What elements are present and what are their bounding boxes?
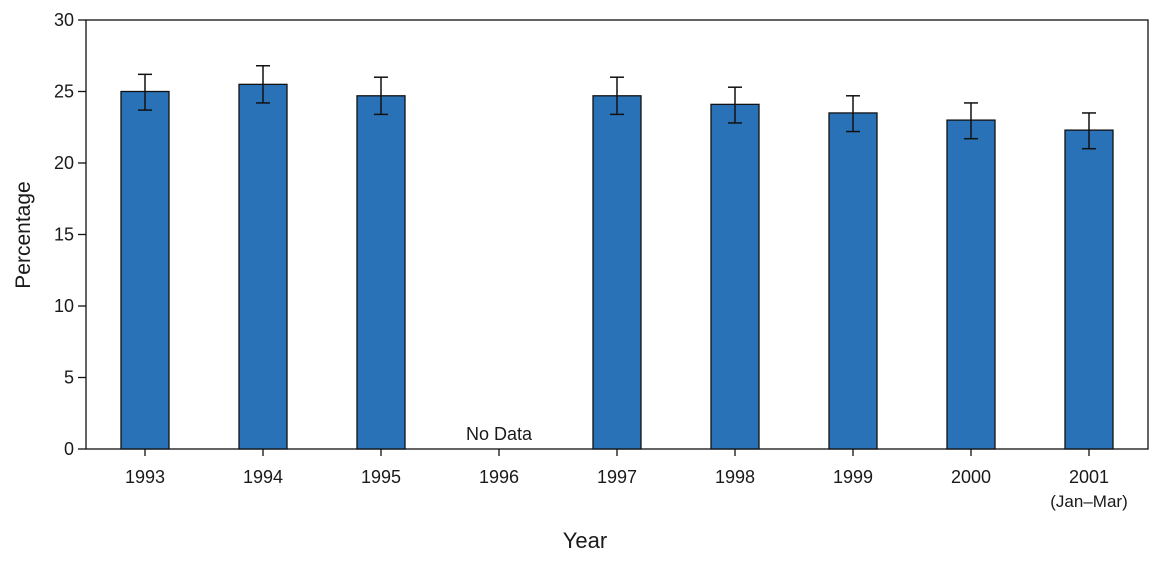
error-bars: [138, 65, 1096, 150]
x-tick-label: 1996: [479, 467, 519, 487]
bar-2000: [946, 119, 996, 450]
bar-1995: [356, 95, 406, 450]
x-tick-label: 1995: [361, 467, 401, 487]
x-tick-label: 1993: [125, 467, 165, 487]
x-tick-label: 1998: [715, 467, 755, 487]
bar-1999: [828, 112, 878, 450]
x-tick-label: 2001: [1069, 467, 1109, 487]
y-tick-label: 10: [54, 296, 74, 316]
x-tick-label: 1997: [597, 467, 637, 487]
y-tick-label: 30: [54, 10, 74, 30]
y-tick-label: 0: [64, 439, 74, 459]
x-tick-sublabel: (Jan–Mar): [1050, 492, 1127, 511]
bar-1997: [592, 95, 642, 450]
y-axis-label: Percentage: [12, 181, 35, 288]
x-axis-label: Year: [563, 528, 607, 553]
y-tick-label: 5: [64, 368, 74, 388]
y-tick-label: 15: [54, 225, 74, 245]
bar-1994: [238, 83, 288, 450]
y-tick-label: 25: [54, 82, 74, 102]
bar-1998: [710, 103, 760, 450]
bar-1993: [120, 90, 170, 450]
bars: [120, 83, 1114, 450]
no-data-label: No Data: [466, 424, 533, 444]
x-tick-label: 2000: [951, 467, 991, 487]
x-tick-label: 1999: [833, 467, 873, 487]
tick-labels: 0 5 10 15 20 25 30 1993 1994 1995 1996 No Data 1997 1…: [54, 10, 1128, 511]
x-tick-label: 1994: [243, 467, 283, 487]
bar-2001: [1064, 129, 1114, 450]
y-tick-label: 20: [54, 153, 74, 173]
